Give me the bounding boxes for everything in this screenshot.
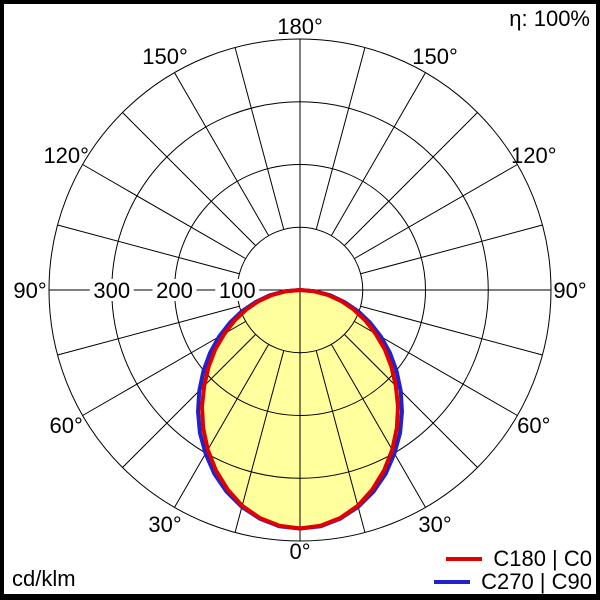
legend-line-blue-icon bbox=[434, 579, 471, 584]
legend-label-c90: C270 | C90 bbox=[481, 569, 592, 594]
angle-labels: 0° 30° 30° 60° 60° 90° 90° 120° 120° 150° 150° 180° bbox=[13, 14, 586, 564]
unit-label: cd/klm bbox=[12, 566, 76, 591]
angle-label: 60° bbox=[517, 413, 550, 438]
angle-label: 60° bbox=[50, 413, 83, 438]
angle-label: 120° bbox=[43, 143, 89, 168]
efficiency-label: η: 100% bbox=[509, 6, 590, 31]
angle-label: 30° bbox=[418, 512, 451, 537]
angle-label: 0° bbox=[289, 539, 310, 564]
angle-label: 90° bbox=[13, 278, 46, 303]
radial-tick-label: 200 bbox=[156, 278, 193, 303]
curve-c180-c0 bbox=[200, 288, 400, 531]
angle-label: 90° bbox=[553, 278, 586, 303]
radial-tick-labels: 100 200 300 bbox=[89, 278, 260, 303]
angle-label: 150° bbox=[412, 44, 458, 69]
legend-line-red-icon bbox=[446, 556, 483, 561]
legend: C180 | C0 C270 | C90 bbox=[434, 547, 592, 593]
angle-label: 30° bbox=[148, 512, 181, 537]
legend-item-c0: C180 | C0 bbox=[446, 547, 592, 570]
legend-label-c0: C180 | C0 bbox=[493, 546, 592, 571]
angle-label: 120° bbox=[511, 143, 557, 168]
radial-tick-label: 300 bbox=[93, 278, 130, 303]
radial-tick-label: 100 bbox=[219, 278, 256, 303]
angle-label: 150° bbox=[142, 44, 188, 69]
angle-label: 180° bbox=[277, 14, 323, 39]
legend-item-c90: C270 | C90 bbox=[434, 570, 592, 593]
